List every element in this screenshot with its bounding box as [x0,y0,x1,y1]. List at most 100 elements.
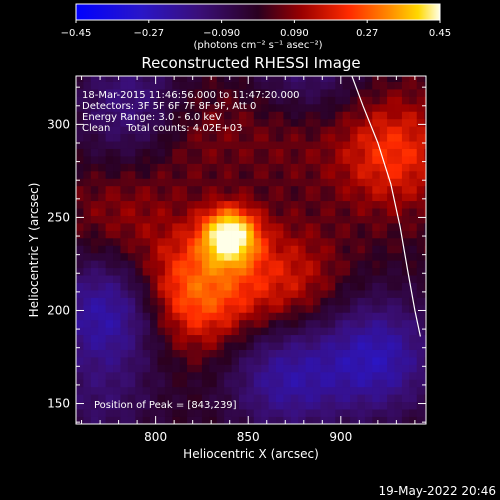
heatmap-cell [350,409,358,417]
heatmap-cell [298,327,307,336]
heatmap-cell [342,342,351,350]
heatmap-cell [135,371,144,380]
heatmap-cell [142,103,151,112]
heatmap-cell [261,379,269,388]
heatmap-cell [268,364,277,373]
heatmap-cell [401,319,410,328]
heatmap-cell [142,133,151,142]
heatmap-cell [387,260,395,269]
heatmap-cell [83,163,92,172]
heatmap-cell [387,148,395,157]
heatmap-cell [238,148,247,157]
heatmap-cell [387,76,395,82]
heatmap-cell [416,371,425,380]
heatmap-cell [187,386,195,395]
heatmap-cell [194,163,203,172]
heatmap-cell [83,349,92,358]
heatmap-cell [224,148,232,157]
heatmap-cell [157,357,166,365]
heatmap-cell [127,386,136,395]
heatmap-cell [357,371,366,380]
heatmap-cell [335,357,344,365]
heatmap-cell [313,89,321,97]
heatmap-cell [209,379,218,388]
heatmap-cell [216,185,225,194]
heatmap-cell [372,178,381,187]
heatmap-cell [253,371,262,380]
heatmap-cell [335,133,344,142]
heatmap-cell [231,304,240,313]
heatmap-cell [246,245,255,254]
heatmap-cell [364,81,373,90]
heatmap-cell [283,304,292,313]
heatmap-cell [150,215,158,224]
heatmap-cell [261,193,269,202]
heatmap-cell [342,386,351,395]
heatmap-cell [357,252,366,261]
heatmap-cell [98,260,107,269]
heatmap-cell [409,312,418,321]
heatmap-cell [424,334,426,343]
heatmap-cell [90,76,99,82]
heatmap-cell [150,208,158,216]
colorbar: −0.45 −0.27 −0.090 0.090 0.27 0.45 (photons c… [61,3,451,51]
heatmap-cell [231,141,240,149]
heatmap-cell [416,260,425,269]
heatmap-cell [120,319,129,328]
heatmap-cell [298,342,307,350]
heatmap-cell [150,230,158,239]
heatmap-cell [290,409,299,417]
heatmap-cell [401,282,410,291]
heatmap-cell [350,312,358,321]
heatmap-cell [90,245,99,254]
heatmap-cell [268,76,277,82]
heatmap-cell [164,223,173,231]
heatmap-cell [409,141,418,149]
heatmap-cell [283,416,292,424]
heatmap-cell [394,342,403,350]
heatmap-cell [127,334,136,343]
heatmap-cell [224,89,232,97]
heatmap-cell [120,349,129,358]
heatmap-cell [305,319,314,328]
heatmap-cell [313,245,321,254]
heatmap-cell [305,148,314,157]
heatmap-cell [142,141,151,149]
heatmap-cell [290,215,299,224]
heatmap-cell [313,342,321,350]
heatmap-cell [179,215,188,224]
heatmap-cell [194,334,203,343]
heatmap-cell [246,185,255,194]
y-tick-label: 250 [47,210,70,224]
heatmap-cell [424,170,426,179]
heatmap-cell [298,133,307,142]
heatmap-cell [327,394,336,403]
heatmap-cell [276,193,284,202]
heatmap-cell [201,409,210,417]
heatmap-cell [305,185,314,194]
heatmap-cell [164,252,173,261]
heatmap-cell [283,163,292,172]
heatmap-cell [261,163,269,172]
heatmap-cell [342,304,351,313]
heatmap-cell [105,386,114,395]
heatmap-cell [238,133,247,142]
heatmap-cell [238,170,247,179]
heatmap-cell [179,103,188,112]
heatmap-cell [313,96,321,105]
heatmap-cell [164,237,173,246]
heatmap-cell [394,111,403,120]
heatmap-cell [253,193,262,202]
heatmap-cell [261,312,269,321]
heatmap-cell [253,148,262,157]
heatmap-cell [253,386,262,395]
heatmap-cell [350,304,358,313]
heatmap-cell [372,215,381,224]
heatmap-cell [238,304,247,313]
heatmap-cell [201,282,210,291]
heatmap-cell [394,89,403,97]
heatmap-cell [164,319,173,328]
heatmap-cell [424,223,426,231]
x-tick-label: 850 [237,430,260,444]
heatmap-cell [372,394,381,403]
